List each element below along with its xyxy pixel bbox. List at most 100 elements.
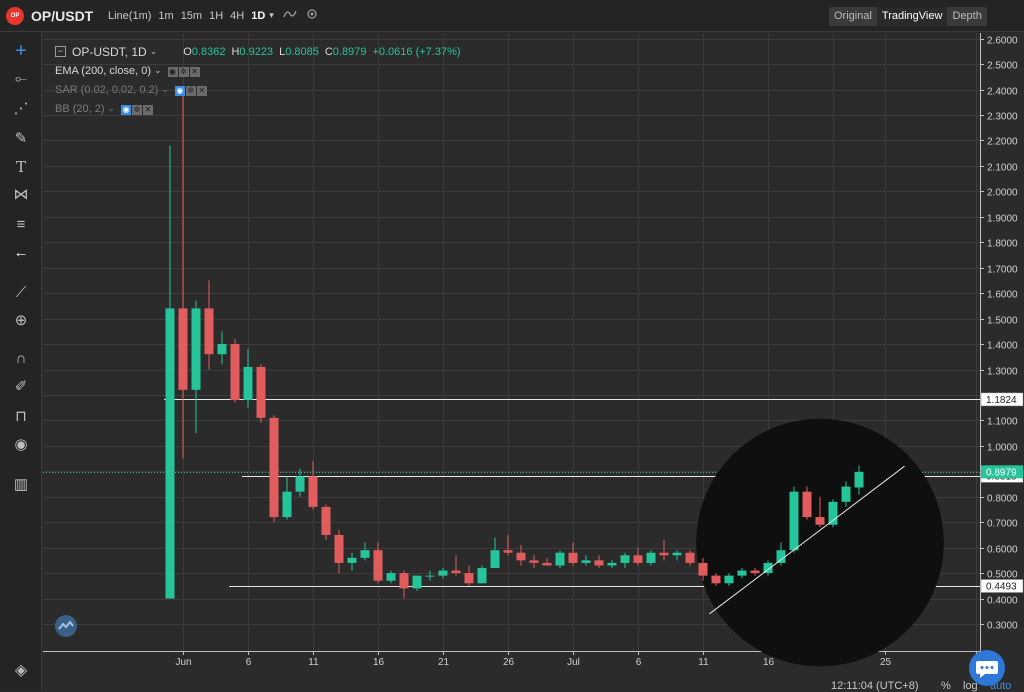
interval-1d[interactable]: 1D <box>251 10 266 22</box>
candle-down <box>178 92 188 459</box>
view-depth[interactable]: Depth <box>952 10 982 22</box>
trash-icon[interactable]: ▥ <box>13 476 29 493</box>
pattern-icon[interactable]: ⋈ <box>13 186 29 203</box>
ema-chevron-down-icon[interactable]: ⌄ <box>154 65 162 75</box>
back-arrow-icon[interactable]: ← <box>13 244 29 261</box>
candle-up <box>217 331 227 365</box>
layers-icon[interactable]: ◈ <box>14 662 28 679</box>
candle-up <box>360 542 370 561</box>
candle-body <box>828 501 838 525</box>
sar-close-icon[interactable]: ✕ <box>196 85 207 96</box>
candle-down <box>503 534 513 556</box>
bb-settings-icon[interactable]: ✲ <box>132 104 143 115</box>
candle-up <box>295 468 305 497</box>
candle-up <box>620 552 630 569</box>
price-tick-label: 1.1000 <box>987 417 1018 428</box>
candle-body <box>464 573 474 584</box>
price-tick-label: 0.8000 <box>987 494 1018 505</box>
magnet-icon[interactable]: ∩ <box>15 350 27 367</box>
ema-close-icon[interactable]: ✕ <box>189 66 200 77</box>
settings-icon[interactable] <box>305 7 319 21</box>
trendline <box>709 465 905 615</box>
eye-icon[interactable]: ◉ <box>14 436 28 453</box>
bb-chevron-down-icon[interactable]: ⌄ <box>107 103 116 113</box>
top-bar: OP OP/USDT Line(1m) 1m 15m 1H 4H 1D ▾ Or… <box>0 0 1024 32</box>
brush-icon[interactable]: ✎ <box>14 130 28 147</box>
candle-body <box>230 344 240 401</box>
candle-body <box>204 308 214 355</box>
candle-up <box>581 555 591 566</box>
legend-chevron-down-icon[interactable]: ⌄ <box>149 46 158 56</box>
trendline-layer <box>709 465 905 615</box>
op-logo-icon: OP <box>6 7 24 25</box>
change-value: +0.0616 (+7.37%) <box>372 45 461 58</box>
lock-pencil-icon[interactable]: ✐ <box>14 378 28 395</box>
candle-down <box>399 570 409 599</box>
bb-visibility-icon[interactable]: ◉ <box>121 104 132 115</box>
crosshair-icon[interactable]: + <box>15 40 27 62</box>
open-value: 0.8362 <box>191 45 226 58</box>
price-tick-label: 0.4000 <box>987 596 1018 607</box>
pitchfork-icon[interactable]: ⋰ <box>13 100 29 117</box>
candle-body <box>711 575 721 584</box>
unlock-icon[interactable]: ⊓ <box>15 408 27 425</box>
indicator-bb: BB (20, 2) ⌄ ◉ ✲ ✕ <box>55 99 461 118</box>
fib-icon[interactable]: ≡ <box>16 216 26 233</box>
candle-body <box>594 560 604 566</box>
view-original[interactable]: Original <box>834 10 872 22</box>
candle-body <box>776 550 786 563</box>
collapse-legend-icon[interactable]: − <box>55 46 66 57</box>
candle-body <box>256 366 266 418</box>
candle-up <box>763 560 773 576</box>
candle-body <box>516 552 526 561</box>
interval-chevron-down-icon[interactable]: ▾ <box>269 10 274 20</box>
text-icon[interactable]: T <box>15 158 26 176</box>
chat-icon[interactable] <box>969 650 1005 686</box>
candle-body <box>607 562 617 566</box>
candle-body <box>438 570 448 576</box>
candle-body <box>737 570 747 576</box>
symbol-title[interactable]: OP/USDT <box>31 8 94 24</box>
candle-up <box>828 499 838 528</box>
horizontal-line-icon[interactable]: ⟜ <box>14 70 27 87</box>
compare-icon[interactable] <box>283 7 297 21</box>
price-tick-label: 0.5000 <box>987 570 1018 581</box>
sar-settings-icon[interactable]: ✲ <box>185 85 196 96</box>
candle-down <box>269 415 279 523</box>
candle-body <box>555 552 565 566</box>
low-label: L <box>279 45 286 58</box>
interval-1m[interactable]: 1m <box>158 10 174 22</box>
bb-close-icon[interactable]: ✕ <box>143 104 154 115</box>
candle-down <box>464 565 474 586</box>
close-label: C <box>324 45 333 58</box>
highlight-circle-layer <box>696 418 944 667</box>
percent-scale-toggle[interactable]: % <box>941 680 951 692</box>
candle-body <box>763 562 773 574</box>
candle-down <box>230 338 240 403</box>
price-tick-label: 1.4000 <box>987 341 1018 352</box>
tradingview-watermark-icon[interactable] <box>55 615 77 637</box>
open-label: O <box>183 45 192 58</box>
interval-line-1m[interactable]: Line(1m) <box>108 10 152 22</box>
ruler-icon[interactable]: ⟋ <box>15 284 27 301</box>
interval-1h[interactable]: 1H <box>209 10 224 22</box>
zoom-in-icon[interactable]: ⊕ <box>14 312 28 329</box>
candle-up <box>646 550 656 566</box>
candle-body <box>399 573 409 589</box>
sar-visibility-icon[interactable]: ◉ <box>174 85 185 96</box>
sar-chevron-down-icon[interactable]: ⌄ <box>161 84 169 94</box>
interval-4h[interactable]: 4H <box>230 10 245 22</box>
ema-settings-icon[interactable]: ✲ <box>178 66 189 77</box>
candle-body <box>217 344 227 355</box>
interval-15m[interactable]: 15m <box>180 10 203 22</box>
candle-down <box>256 364 266 423</box>
candle-up <box>412 575 422 591</box>
view-tradingview[interactable]: TradingView <box>876 7 948 26</box>
log-scale-toggle[interactable]: log <box>963 680 978 692</box>
candle-down <box>542 557 552 566</box>
price-tick-label: 1.6000 <box>987 290 1018 301</box>
candle-up <box>386 570 396 584</box>
ema-visibility-icon[interactable]: ◉ <box>167 66 178 77</box>
